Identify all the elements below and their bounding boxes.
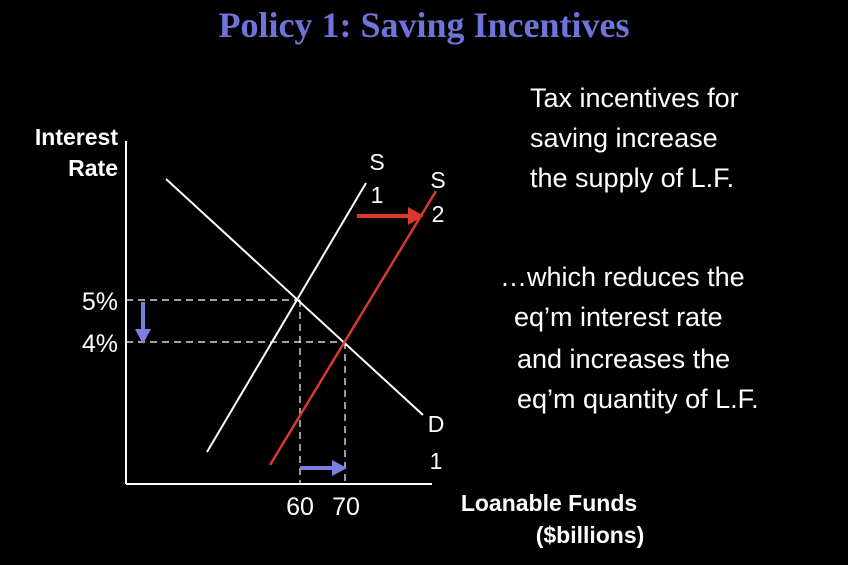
- note-line-5: eq’m interest rate: [514, 302, 723, 332]
- quantity-increase-arrowhead: [332, 460, 347, 476]
- tick-qty-60: 60: [286, 493, 314, 521]
- tick-qty-70: 70: [332, 493, 360, 521]
- supply-curve-s1: [206, 182, 367, 453]
- curve-label-s1-letter: S: [369, 149, 384, 175]
- supply-curve-s2: [268, 190, 438, 466]
- x-axis-label-line1: Loanable Funds: [461, 490, 637, 516]
- note-line-7: eq’m quantity of L.F.: [517, 384, 759, 414]
- curve-label-d1-subscript: 1: [430, 448, 443, 474]
- note-line-2: saving increase: [530, 123, 718, 153]
- tick-rate-4: 4%: [82, 330, 118, 358]
- supply-shift-arrowhead: [408, 207, 424, 225]
- demand-curve-d1: [165, 178, 424, 416]
- tick-rate-5: 5%: [82, 288, 118, 316]
- curve-label-s1-subscript: 1: [371, 182, 384, 208]
- curve-label-s2-subscript: 2: [432, 201, 445, 227]
- y-axis-label-line2: Rate: [68, 155, 118, 181]
- note-line-1: Tax incentives for: [530, 83, 739, 113]
- note-line-4: …which reduces the: [500, 262, 745, 292]
- curve-label-s2-letter: S: [430, 167, 445, 193]
- rate-decrease-arrowhead: [135, 329, 151, 344]
- slide-title: Policy 1: Saving Incentives: [218, 5, 630, 45]
- note-line-6: and increases the: [517, 344, 731, 374]
- note-line-3: the supply of L.F.: [530, 163, 735, 193]
- curve-label-d1-letter: D: [428, 411, 445, 437]
- y-axis-label-line1: Interest: [35, 124, 118, 150]
- x-axis-label-line2: ($billions): [536, 522, 645, 548]
